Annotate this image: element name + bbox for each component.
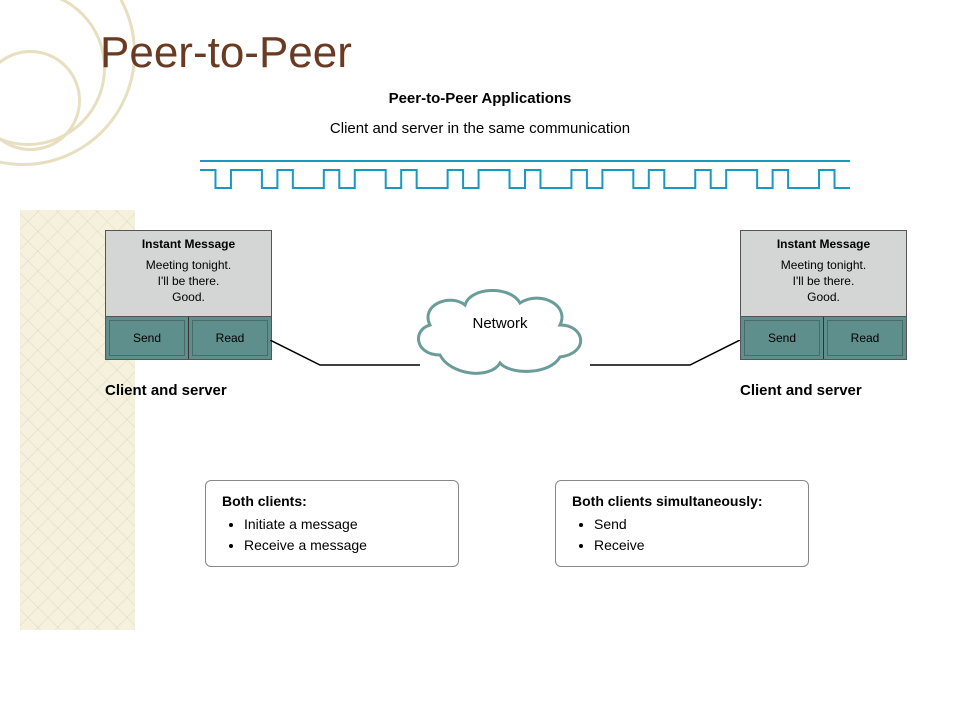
im-header: Instant Message (741, 231, 906, 251)
info-left-item-2: Receive a message (244, 535, 442, 556)
wire-left (270, 340, 420, 370)
send-button[interactable]: Send (106, 317, 189, 359)
slide-title: Peer-to-Peer (100, 28, 352, 78)
im-line-2: I'll be there. (745, 273, 902, 289)
info-right-item-2: Receive (594, 535, 792, 556)
network-cloud: Network (400, 275, 600, 385)
im-line-1: Meeting tonight. (745, 257, 902, 273)
signal-waveform (200, 160, 850, 195)
im-line-3: Good. (110, 289, 267, 305)
peer-box-left: Instant Message Meeting tonight. I'll be… (105, 230, 272, 360)
info-right-head: Both clients simultaneously: (572, 491, 792, 512)
read-button[interactable]: Read (189, 317, 271, 359)
info-left-head: Both clients: (222, 491, 442, 512)
diagram-subtitle: Client and server in the same communicat… (0, 120, 960, 137)
info-box-left: Both clients: Initiate a message Receive… (205, 480, 459, 567)
im-body: Meeting tonight. I'll be there. Good. (741, 251, 906, 316)
info-right-item-1: Send (594, 514, 792, 535)
im-line-1: Meeting tonight. (110, 257, 267, 273)
peer-caption-left: Client and server (105, 382, 227, 399)
peer-caption-right: Client and server (740, 382, 862, 399)
wire-right (590, 340, 740, 370)
info-left-item-1: Initiate a message (244, 514, 442, 535)
im-line-3: Good. (745, 289, 902, 305)
read-button[interactable]: Read (824, 317, 906, 359)
send-button[interactable]: Send (741, 317, 824, 359)
im-header: Instant Message (106, 231, 271, 251)
im-line-2: I'll be there. (110, 273, 267, 289)
diagram-title: Peer-to-Peer Applications (0, 90, 960, 107)
network-label: Network (400, 315, 600, 332)
peer-box-right: Instant Message Meeting tonight. I'll be… (740, 230, 907, 360)
im-body: Meeting tonight. I'll be there. Good. (106, 251, 271, 316)
info-box-right: Both clients simultaneously: Send Receiv… (555, 480, 809, 567)
